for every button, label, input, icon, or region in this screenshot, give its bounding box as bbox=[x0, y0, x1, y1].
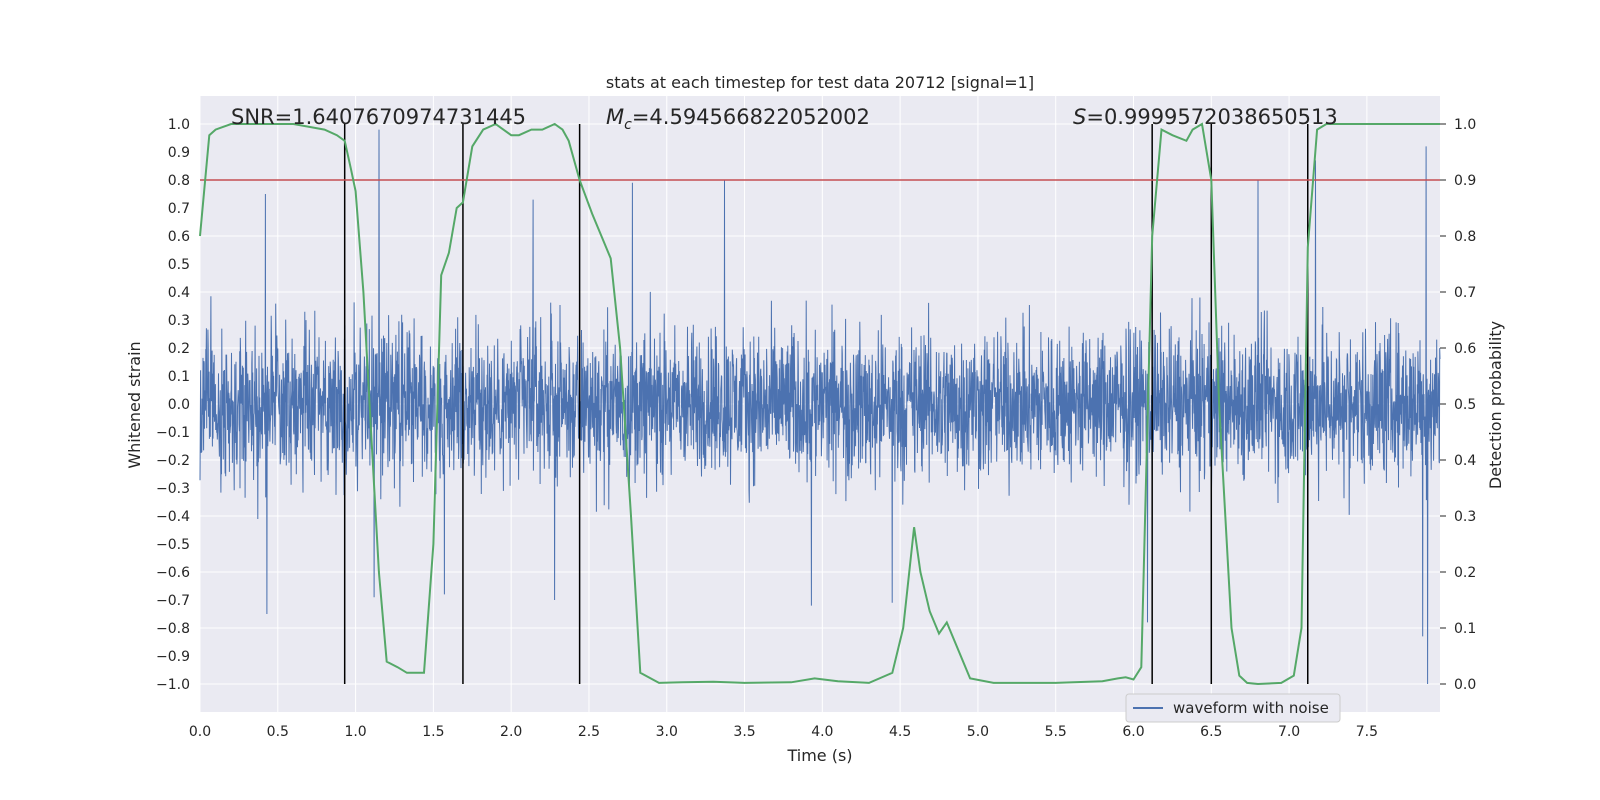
y2-tick-label: 0.9 bbox=[1454, 173, 1476, 189]
chirp-mass-annotation: Mc=4.594566822052002 bbox=[606, 105, 870, 133]
y-tick-label: −1.0 bbox=[156, 677, 190, 693]
y-tick-label: 0.4 bbox=[168, 285, 190, 301]
y-tick-label: 1.0 bbox=[168, 117, 190, 133]
x-tick-label: 6.0 bbox=[1122, 724, 1144, 740]
x-tick-label: 0.0 bbox=[189, 724, 211, 740]
y2-tick-label: 0.0 bbox=[1454, 677, 1476, 693]
y-tick-label: −0.3 bbox=[156, 481, 190, 497]
chirp-mass-symbol: M bbox=[606, 105, 624, 129]
legend: waveform with noise bbox=[1125, 693, 1341, 723]
legend-box bbox=[1125, 693, 1341, 723]
x-tick-label: 0.5 bbox=[267, 724, 289, 740]
legend-label: waveform with noise bbox=[1173, 699, 1329, 717]
x-tick-label: 2.5 bbox=[578, 724, 600, 740]
chirp-mass-subscript: c bbox=[624, 117, 632, 133]
x-tick-label: 5.0 bbox=[967, 724, 989, 740]
y-axis-ticks: −1.0 −0.9 −0.8 −0.7 −0.6 −0.5 −0.4 −0.3 −0.2 −0.1… bbox=[156, 117, 190, 693]
x-tick-label: 6.5 bbox=[1200, 724, 1222, 740]
y2-tick-label: 0.5 bbox=[1454, 397, 1476, 413]
y2-tick-label: 0.7 bbox=[1454, 285, 1476, 301]
y-tick-label: 0.5 bbox=[168, 257, 190, 273]
y2-tick-label: 0.6 bbox=[1454, 341, 1476, 357]
segment-boundaries bbox=[343, 124, 1309, 684]
y-tick-label: 0.2 bbox=[168, 341, 190, 357]
waveform-series bbox=[199, 129, 1441, 685]
y-tick-label: 0.9 bbox=[168, 145, 190, 161]
chirp-mass-value: =4.594566822052002 bbox=[632, 105, 870, 129]
x-tick-label: 7.5 bbox=[1356, 724, 1378, 740]
x-tick-label: 2.0 bbox=[500, 724, 522, 740]
x-tick-label: 7.0 bbox=[1278, 724, 1300, 740]
y-axis-label: Whitened strain bbox=[125, 341, 144, 468]
x-axis-ticks: 0.0 0.5 1.0 1.5 2.0 2.5 3.0 3.5 4.0 4.5 5.0 5.5 6.0 6… bbox=[189, 724, 1378, 740]
x-tick-label: 3.5 bbox=[733, 724, 755, 740]
x-tick-label: 1.0 bbox=[344, 724, 366, 740]
y2-tick-label: 0.2 bbox=[1454, 565, 1476, 581]
waveform-line bbox=[199, 129, 1441, 685]
y-tick-label: −0.2 bbox=[156, 453, 190, 469]
y-tick-label: 0.6 bbox=[168, 229, 190, 245]
y2-tick-label: 0.3 bbox=[1454, 509, 1476, 525]
x-tick-label: 4.0 bbox=[811, 724, 833, 740]
y2-tick-label: 0.1 bbox=[1454, 621, 1476, 637]
significance-value: =0.9999572038650513 bbox=[1086, 105, 1337, 129]
x-tick-label: 1.5 bbox=[422, 724, 444, 740]
y-tick-label: −0.8 bbox=[156, 621, 190, 637]
y2-axis-ticks: 0.0 0.1 0.2 0.3 0.4 0.5 0.6 0.7 0.8 0.9 1.0 bbox=[1440, 117, 1476, 693]
y-tick-label: −0.7 bbox=[156, 593, 190, 609]
y-tick-label: −0.6 bbox=[156, 565, 190, 581]
y-tick-label: 0.7 bbox=[168, 201, 190, 217]
chart-title: stats at each timestep for test data 207… bbox=[606, 73, 1034, 92]
y-tick-label: 0.0 bbox=[168, 397, 190, 413]
x-tick-label: 5.5 bbox=[1045, 724, 1067, 740]
y-tick-label: −0.4 bbox=[156, 509, 190, 525]
y2-tick-label: 0.4 bbox=[1454, 453, 1476, 469]
x-tick-label: 4.5 bbox=[889, 724, 911, 740]
y-tick-label: −0.5 bbox=[156, 537, 190, 553]
y2-axis-label: Detection probability bbox=[1486, 321, 1505, 489]
probability-line bbox=[199, 122, 1440, 686]
y-tick-label: 0.8 bbox=[168, 173, 190, 189]
y2-tick-label: 1.0 bbox=[1454, 117, 1476, 133]
y-tick-label: −0.1 bbox=[156, 425, 190, 441]
significance-symbol: S bbox=[1073, 105, 1086, 129]
snr-annotation: SNR=1.6407670974731445 bbox=[231, 105, 526, 129]
y-tick-label: 0.3 bbox=[168, 313, 190, 329]
significance-annotation: S=0.9999572038650513 bbox=[1073, 105, 1338, 129]
y-tick-label: 0.1 bbox=[168, 369, 190, 385]
x-tick-label: 3.0 bbox=[656, 724, 678, 740]
y-tick-label: −0.9 bbox=[156, 649, 190, 665]
x-axis-label: Time (s) bbox=[786, 746, 852, 765]
y2-tick-label: 0.8 bbox=[1454, 229, 1476, 245]
